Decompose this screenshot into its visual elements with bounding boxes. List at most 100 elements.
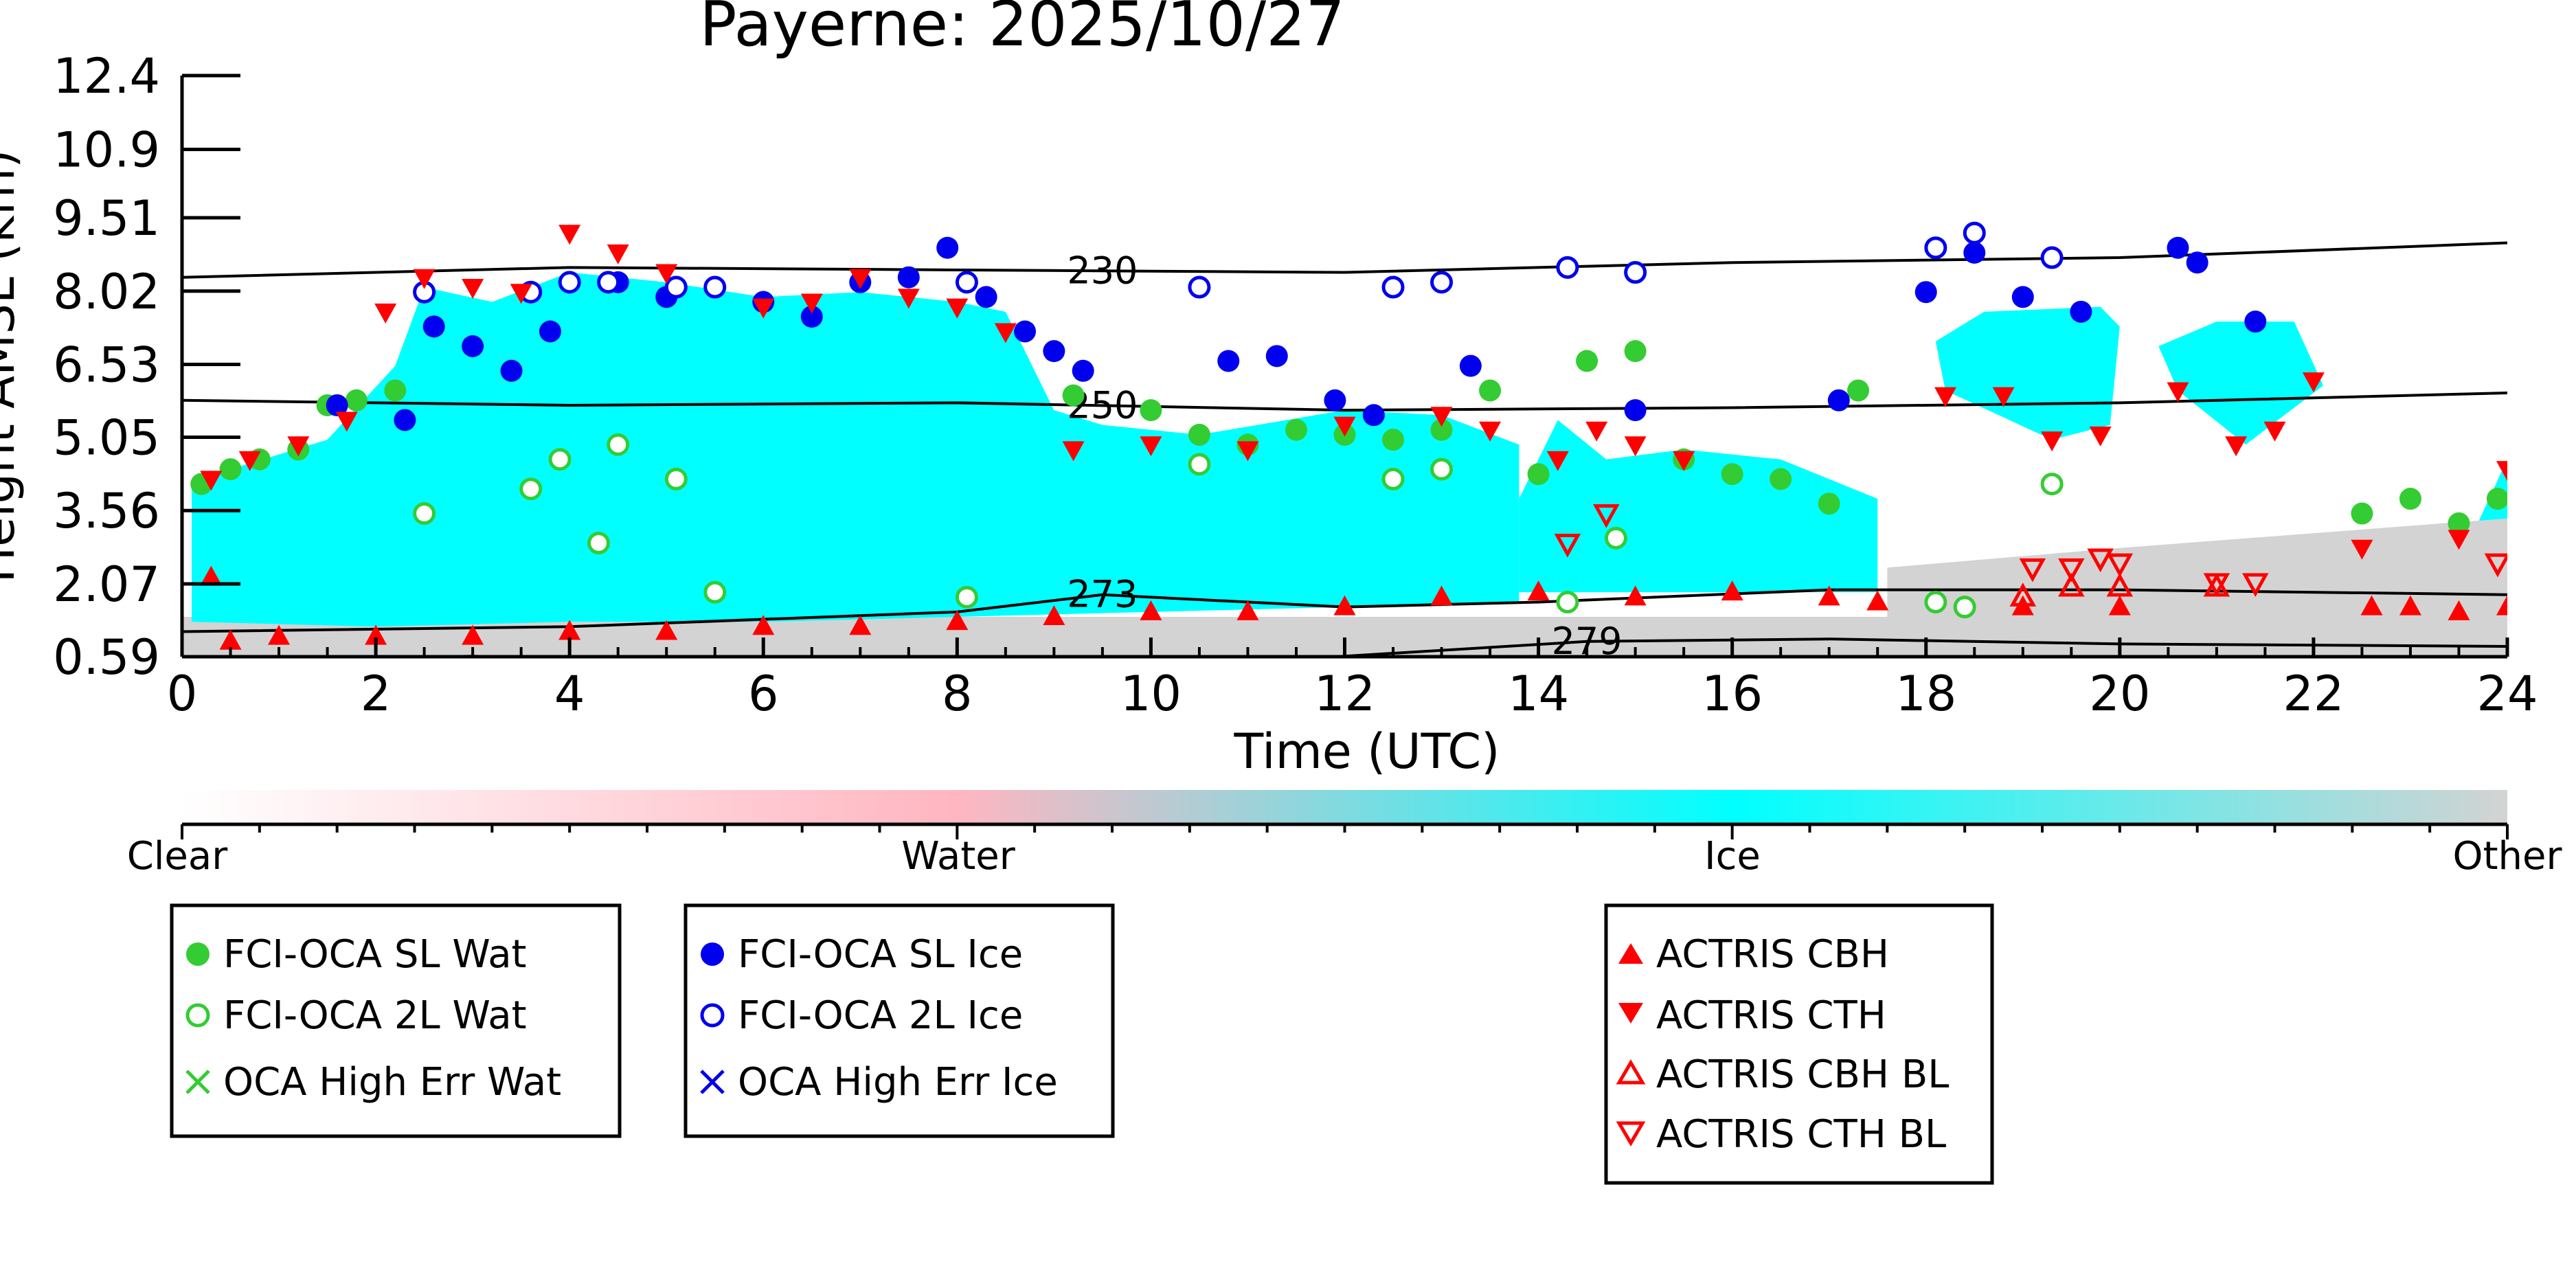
marker-fci-oca-sl-ice-0 [326, 394, 348, 416]
marker-fci-oca-2l-wat-3 [587, 532, 610, 555]
legend-label-higherr-wat: OCA High Err Wat [223, 1060, 561, 1105]
marker-fci-oca-sl-wat-25 [2399, 488, 2421, 510]
marker-fci-oca-2l-wat-7 [955, 585, 978, 609]
marker-actris-cth-37 [2496, 461, 2507, 482]
marker-actris-cbh-bl-2 [2106, 572, 2134, 597]
legend-marker-2l-ice [700, 1003, 725, 1028]
x-tick-label-8: 8 [942, 666, 973, 722]
legend-marker-sl-ice [701, 942, 724, 966]
marker-fci-oca-2l-wat-13 [1924, 590, 1947, 613]
marker-actris-cbh-17 [1721, 580, 1743, 601]
x-tick-label-14: 14 [1508, 666, 1569, 722]
marker-actris-cth-7 [510, 284, 532, 304]
y-tick-label-3.56: 3.56 [53, 483, 160, 539]
marker-fci-oca-sl-ice-5 [539, 320, 561, 343]
marker-actris-cbh-8 [849, 615, 872, 635]
marker-actris-cth-36 [2448, 530, 2470, 550]
y-tick-label-8.02: 8.02 [53, 264, 160, 320]
marker-actris-cth-bl-1 [1593, 504, 1620, 528]
legend-marker-higherr-ice [700, 1070, 725, 1094]
marker-fci-oca-2l-ice-7 [1188, 275, 1211, 299]
marker-actris-cth-0 [200, 471, 223, 491]
marker-actris-cbh-2 [268, 624, 291, 645]
legend-water: FCI-OCA SL Wat FCI-OCA 2L Wat OCA High E… [170, 903, 622, 1138]
legend-label-cbh: ACTRIS CBH [1656, 932, 1889, 977]
marker-actris-cbh-12 [1236, 600, 1259, 620]
marker-actris-cth-18 [1140, 436, 1162, 457]
marker-actris-cbh-9 [946, 610, 969, 631]
marker-actris-cth-1 [238, 451, 261, 471]
marker-fci-oca-sl-wat-16 [1527, 463, 1550, 486]
y-axis-label: Height AMSL (km) [0, 150, 25, 583]
marker-actris-cth-2 [287, 436, 310, 457]
region-other-5 [1887, 518, 2507, 657]
marker-fci-oca-2l-wat-8 [1188, 453, 1211, 476]
marker-actris-cbh-18 [1818, 585, 1840, 606]
marker-fci-oca-sl-wat-22 [1818, 493, 1840, 515]
colorbar-label-clear: Clear [127, 834, 228, 879]
legend-marker-cth-bl [1616, 1121, 1646, 1146]
marker-fci-oca-sl-ice-10 [800, 306, 823, 328]
region-ice-3 [2158, 321, 2324, 445]
marker-fci-oca-2l-ice-4 [664, 275, 688, 299]
marker-actris-cth-8 [558, 225, 581, 245]
legend-marker-cbh-bl [1616, 1059, 1646, 1085]
y-tick-label-12.4: 12.4 [53, 48, 160, 104]
chart-title: Payerne: 2025/10/27 [699, 0, 1345, 60]
marker-fci-oca-2l-wat-11 [1556, 590, 1579, 613]
marker-fci-oca-sl-ice-31 [2244, 310, 2267, 333]
marker-actris-cth-bl-8 [2484, 553, 2507, 578]
marker-actris-cth-31 [2167, 382, 2189, 403]
marker-fci-oca-2l-wat-6 [703, 580, 727, 604]
marker-actris-cth-27 [1934, 387, 1956, 407]
legend-label-sl-ice: FCI-OCA SL Ice [738, 932, 1023, 977]
marker-actris-cbh-24 [2448, 600, 2470, 620]
x-tick-label-22: 22 [2283, 666, 2344, 722]
marker-fci-oca-sl-ice-17 [1072, 359, 1094, 382]
marker-fci-oca-sl-ice-22 [1459, 354, 1482, 377]
marker-fci-oca-sl-ice-15 [1014, 320, 1037, 343]
marker-actris-cbh-bl-1 [2058, 572, 2085, 597]
legend-water-box [170, 903, 622, 1138]
marker-actris-cbh-3 [365, 624, 387, 645]
marker-actris-cth-34 [2302, 372, 2325, 393]
x-tick-label-4: 4 [554, 666, 585, 722]
x-tick-label-6: 6 [748, 666, 779, 722]
marker-actris-cth-bl-7 [2242, 573, 2269, 597]
marker-actris-cth-bl-3 [2058, 558, 2085, 583]
marker-fci-oca-sl-wat-14 [1430, 418, 1453, 441]
marker-actris-cbh-4 [462, 624, 484, 645]
marker-fci-oca-sl-ice-20 [1324, 389, 1346, 411]
marker-actris-cth-32 [2225, 436, 2248, 457]
marker-fci-oca-sl-wat-15 [1479, 379, 1502, 402]
marker-actris-cth-12 [800, 293, 823, 314]
legend-label-2l-wat: FCI-OCA 2L Wat [223, 993, 527, 1038]
marker-fci-oca-sl-wat-17 [1576, 350, 1598, 372]
legend-marker-cbh [1618, 943, 1643, 964]
y-tick-label-9.51: 9.51 [53, 190, 160, 247]
marker-actris-cbh-15 [1527, 580, 1550, 601]
legend-marker-sl-wat [186, 942, 210, 966]
marker-fci-oca-2l-ice-11 [1624, 261, 1647, 284]
marker-fci-oca-2l-ice-10 [1556, 256, 1579, 279]
x-tick-label-12: 12 [1314, 666, 1375, 722]
marker-fci-oca-sl-ice-26 [1963, 241, 1986, 264]
marker-actris-cth-5 [413, 269, 436, 289]
marker-fci-oca-sl-wat-18 [1624, 340, 1647, 363]
marker-fci-oca-2l-ice-13 [1963, 221, 1986, 245]
marker-actris-cth-3 [335, 411, 358, 432]
marker-fci-oca-sl-wat-9 [1188, 423, 1210, 446]
marker-actris-cth-15 [946, 298, 969, 319]
isotherm-line-250 [182, 392, 2507, 412]
marker-fci-oca-sl-ice-1 [394, 409, 416, 431]
legend-ice: FCI-OCA SL Ice FCI-OCA 2L Ice OCA High E… [683, 903, 1115, 1138]
marker-actris-cbh-22 [2360, 595, 2383, 615]
marker-actris-cth-13 [849, 269, 872, 289]
marker-actris-cth-9 [607, 244, 629, 264]
marker-actris-cth-19 [1236, 441, 1259, 462]
marker-fci-oca-sl-wat-27 [2486, 488, 2507, 510]
marker-fci-oca-2l-wat-2 [548, 448, 572, 471]
legend-marker-higherr-wat [185, 1070, 210, 1094]
axes: 0 2 4 6 8 10 12 14 16 18 20 22 240.592.073.565.056.5… [53, 48, 2538, 722]
y-tick-label-5.05: 5.05 [53, 410, 160, 466]
